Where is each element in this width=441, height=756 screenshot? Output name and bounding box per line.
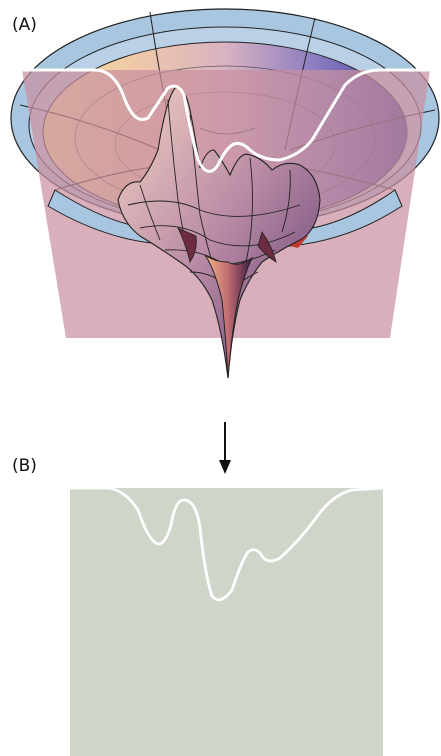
dark-fold-right: [257, 231, 277, 263]
panel-label-a: (A): [12, 15, 37, 35]
intersection-profile-line: [22, 68, 430, 173]
arrow-head: [219, 460, 231, 474]
terrain-surface: [117, 87, 321, 379]
terrain-contour: [127, 200, 301, 217]
bowl-through-plane: [199, 127, 256, 135]
cross-section-profile-line: [70, 486, 384, 602]
transition-arrow: [219, 422, 231, 474]
dark-fold-left: [177, 227, 197, 263]
energy-landscape-3d: [10, 8, 440, 379]
terrain-ridge: [281, 169, 291, 233]
terrain-ridge: [139, 184, 161, 241]
panel-label-b: (B): [12, 456, 37, 476]
funnel-spike: [204, 254, 254, 379]
cross-section-rect: [70, 488, 383, 756]
cross-section-panel: [70, 486, 384, 756]
terrain-contour: [139, 225, 296, 247]
